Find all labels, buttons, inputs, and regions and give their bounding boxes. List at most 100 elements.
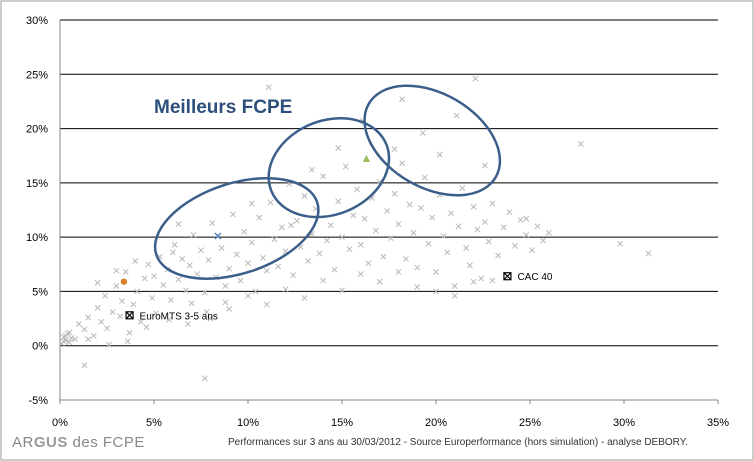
data-point (207, 315, 214, 322)
data-point (395, 221, 402, 228)
data-point (167, 297, 174, 304)
data-point (222, 299, 229, 306)
data-point (361, 215, 368, 222)
data-point (230, 211, 236, 218)
data-point (425, 240, 432, 247)
data-point (512, 242, 518, 249)
data-point (459, 185, 466, 192)
data-point (265, 84, 272, 91)
data-point (478, 275, 485, 282)
data-point (85, 336, 92, 343)
data-point (335, 145, 342, 152)
data-point (376, 278, 383, 285)
data-point (316, 250, 323, 257)
annotation-meilleurs-fcpe: Meilleurs FCPE (154, 97, 292, 118)
x-tick-label: 35% (707, 417, 729, 429)
data-point (500, 224, 507, 231)
source-note: Performances sur 3 ans au 30/03/2012 - S… (228, 437, 688, 448)
benchmark-label: CAC 40 (517, 272, 552, 283)
data-point (81, 362, 88, 369)
data-point (470, 278, 477, 285)
data-point (113, 283, 120, 289)
data-point (233, 251, 240, 258)
data-point (248, 239, 255, 246)
data-point (399, 160, 406, 167)
highlight-point (362, 154, 371, 162)
data-point (380, 253, 387, 260)
data-point (453, 112, 460, 119)
data-point (455, 223, 462, 230)
data-point (267, 199, 274, 206)
x-tick-label: 0% (52, 417, 68, 429)
data-point (102, 292, 109, 299)
data-point (331, 266, 338, 273)
data-point (350, 212, 357, 219)
data-point (132, 258, 139, 264)
data-point (301, 192, 308, 199)
data-point (256, 214, 263, 221)
benchmark-marker-cross (503, 272, 512, 281)
data-point (160, 281, 167, 288)
data-point (395, 268, 402, 275)
data-point (523, 232, 530, 238)
data-point (645, 250, 652, 257)
data-point (540, 237, 547, 244)
data-point (517, 216, 524, 223)
data-point (248, 200, 255, 207)
data-point (481, 218, 488, 225)
data-point (354, 186, 360, 193)
y-tick-label: 10% (26, 232, 48, 244)
data-point (66, 339, 73, 346)
data-point (275, 263, 282, 270)
x-tick-label: 5% (146, 417, 162, 429)
data-point (357, 241, 364, 248)
data-point (418, 204, 424, 211)
data-point (126, 329, 133, 336)
data-point (495, 252, 501, 259)
data-point (137, 318, 144, 325)
data-point (260, 254, 266, 261)
best-fcpe-ellipse (153, 176, 320, 280)
x-tick-label: 25% (519, 417, 541, 429)
highlight-point (120, 278, 128, 285)
data-point (117, 313, 124, 320)
data-point (463, 245, 470, 251)
data-point (429, 214, 436, 221)
data-point (186, 262, 193, 269)
data-point (466, 262, 473, 269)
data-point (414, 264, 421, 271)
data-point (218, 245, 225, 251)
data-point (342, 163, 349, 170)
data-point (489, 277, 496, 284)
data-point (66, 329, 73, 336)
data-point (433, 268, 439, 275)
y-tick-label: 25% (26, 69, 48, 81)
data-point (222, 283, 229, 289)
data-point (143, 324, 150, 331)
data-point (190, 232, 197, 238)
data-point (320, 277, 327, 284)
data-point (271, 236, 278, 243)
y-tick-label: 0% (32, 341, 48, 353)
data-point (152, 310, 159, 317)
data-point (201, 375, 208, 382)
data-point (179, 255, 186, 262)
data-point (391, 146, 398, 153)
data-point (134, 288, 141, 295)
data-point (384, 208, 391, 215)
data-point (451, 292, 458, 299)
data-point (448, 210, 454, 217)
data-point (60, 338, 67, 345)
data-point (194, 271, 201, 278)
plot-area: -5% 0% 5% 10% 15% 20% 25% 30% 0% 5% 10% 15% 20% 25% 30… (26, 15, 729, 429)
data-point (205, 256, 212, 263)
y-tick-label: 30% (26, 15, 48, 27)
y-tick-label: 5% (32, 286, 48, 298)
data-point (414, 284, 421, 291)
data-point (357, 271, 364, 278)
x-tick-label: 20% (425, 417, 447, 429)
highlight-point (214, 232, 222, 240)
data-point (545, 229, 552, 236)
data-point (75, 321, 82, 327)
